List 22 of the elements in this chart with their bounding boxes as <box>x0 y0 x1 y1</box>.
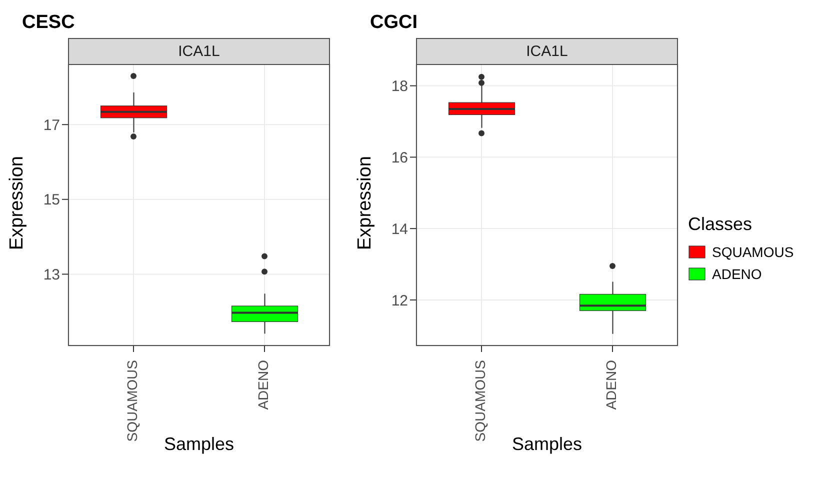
x-tick-label: ADENO <box>255 360 272 410</box>
chart-title: CGCI <box>369 11 418 35</box>
chart-subtitle: ICA1L <box>68 38 330 64</box>
y-tick-label: 13 <box>43 266 60 284</box>
y-tick-label: 15 <box>43 192 60 209</box>
x-axis-title: Samples <box>164 434 234 454</box>
x-tick-label: SQUAMOUS <box>124 360 140 442</box>
legend-label: SQUAMOUS <box>712 244 794 260</box>
legend-title: Classes <box>688 214 754 235</box>
x-tick-label: ADENO <box>603 360 620 410</box>
y-tick-label: 14 <box>391 220 408 238</box>
chart-subtitle: ICA1L <box>416 38 678 64</box>
y-tick-label: 18 <box>391 78 408 96</box>
chart-title: CESC <box>21 11 76 35</box>
x-axis-title: Samples <box>512 434 582 454</box>
y-axis-title: Expression <box>354 156 376 250</box>
y-axis-title: Expression <box>6 156 28 250</box>
x-tick-label: SQUAMOUS <box>472 360 488 442</box>
y-tick-label: 16 <box>391 149 408 166</box>
y-tick-label: 12 <box>391 292 408 310</box>
legend-label: ADENO <box>712 266 762 282</box>
y-tick-label: 17 <box>43 116 60 134</box>
